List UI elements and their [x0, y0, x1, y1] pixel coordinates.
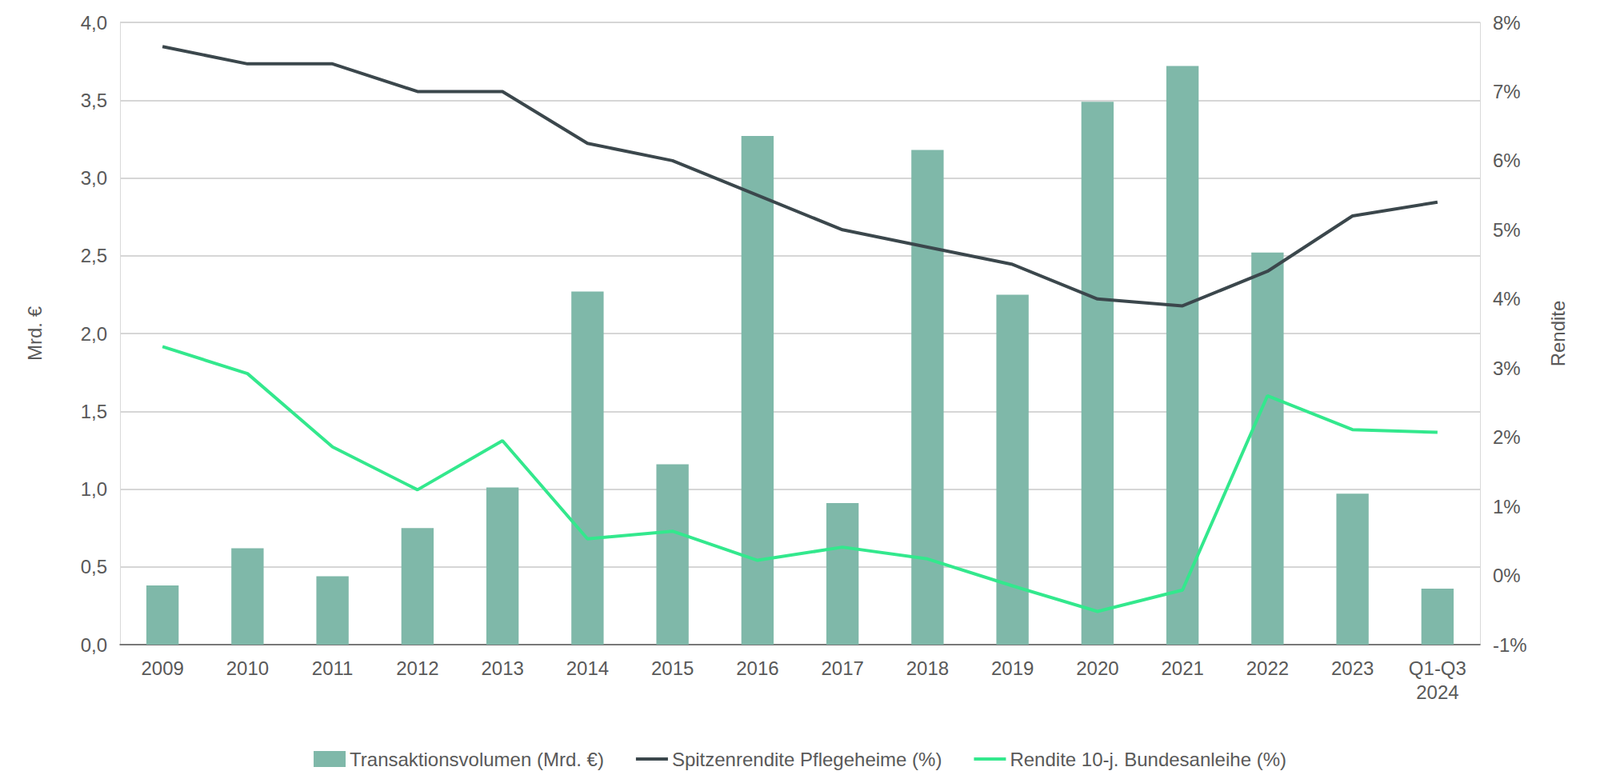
svg-text:Rendite 10-j. Bundesanleihe (%: Rendite 10-j. Bundesanleihe (%)	[1009, 748, 1287, 771]
svg-text:3,0: 3,0	[80, 167, 108, 189]
svg-text:2020: 2020	[1076, 657, 1119, 680]
svg-text:2014: 2014	[566, 657, 609, 680]
svg-text:2,0: 2,0	[80, 323, 108, 345]
svg-text:4%: 4%	[1492, 288, 1521, 310]
svg-text:Q1-Q3: Q1-Q3	[1408, 657, 1467, 680]
svg-text:2,5: 2,5	[80, 244, 108, 267]
svg-text:Spitzenrendite Pflegeheime (%): Spitzenrendite Pflegeheime (%)	[672, 748, 943, 771]
svg-text:5%: 5%	[1492, 219, 1521, 241]
svg-text:2%: 2%	[1492, 426, 1521, 448]
svg-text:1%: 1%	[1492, 496, 1521, 518]
svg-text:2019: 2019	[991, 657, 1034, 680]
svg-text:7%: 7%	[1492, 80, 1521, 103]
svg-text:8%: 8%	[1492, 12, 1521, 34]
svg-text:2015: 2015	[651, 657, 694, 680]
svg-text:0,5: 0,5	[80, 556, 108, 578]
svg-text:1,5: 1,5	[80, 400, 108, 423]
svg-text:2024: 2024	[1416, 681, 1459, 704]
svg-text:2022: 2022	[1246, 657, 1289, 680]
svg-text:1,0: 1,0	[80, 478, 108, 500]
svg-text:0%: 0%	[1492, 564, 1521, 587]
svg-text:2017: 2017	[820, 657, 864, 680]
svg-text:Rendite: Rendite	[1547, 300, 1569, 368]
svg-text:3%: 3%	[1492, 357, 1521, 380]
svg-text:2009: 2009	[140, 657, 184, 680]
svg-text:0,0: 0,0	[80, 634, 108, 656]
svg-text:2010: 2010	[226, 657, 269, 680]
svg-text:6%: 6%	[1492, 149, 1521, 172]
svg-text:2013: 2013	[480, 657, 524, 680]
svg-text:4,0: 4,0	[80, 12, 108, 34]
svg-text:2016: 2016	[736, 657, 779, 680]
svg-text:3,5: 3,5	[80, 89, 108, 112]
svg-text:2012: 2012	[396, 657, 439, 680]
svg-text:Mrd. €: Mrd. €	[24, 305, 46, 361]
svg-text:2018: 2018	[906, 657, 949, 680]
svg-text:2023: 2023	[1331, 657, 1374, 680]
svg-text:Transaktionsvolumen (Mrd. €): Transaktionsvolumen (Mrd. €)	[349, 748, 604, 771]
svg-text:2021: 2021	[1160, 657, 1204, 680]
svg-text:-1%: -1%	[1492, 634, 1528, 656]
svg-text:2011: 2011	[312, 657, 354, 680]
